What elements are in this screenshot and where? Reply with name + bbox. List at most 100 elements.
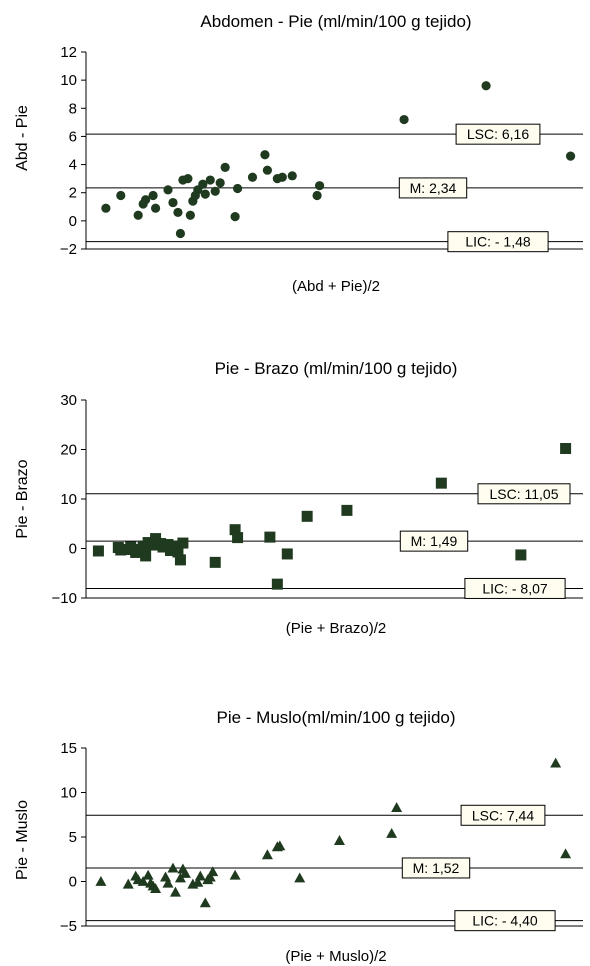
data-point	[205, 175, 215, 185]
y-tick-label: 2	[69, 185, 77, 202]
data-point	[301, 510, 313, 522]
data-point	[167, 862, 179, 873]
data-point	[200, 189, 210, 199]
y-tick-label: 15	[60, 740, 77, 757]
data-point	[173, 207, 183, 218]
data-point	[122, 878, 134, 889]
data-point	[183, 174, 193, 184]
data-point	[185, 210, 195, 220]
y-tick-label: 0	[69, 874, 77, 891]
y-tick-label: 10	[60, 785, 77, 802]
data-point	[162, 539, 174, 551]
data-point	[150, 883, 162, 894]
data-point	[312, 190, 322, 201]
reference-label-box	[464, 577, 566, 599]
data-point	[230, 212, 240, 222]
y-tick-label: −5	[60, 918, 77, 935]
data-point	[169, 540, 181, 552]
data-point	[192, 876, 204, 887]
data-point	[560, 443, 572, 455]
reference-label: LIC: - 1,48	[465, 234, 531, 250]
data-point	[277, 172, 287, 182]
data-point	[199, 897, 211, 908]
chart-title: Pie - Brazo (ml/min/100 g tejido)	[215, 359, 458, 378]
reference-label-box	[398, 177, 468, 199]
reference-label-box	[477, 483, 571, 505]
data-point	[271, 578, 283, 590]
data-point	[198, 179, 208, 189]
data-point	[204, 871, 216, 882]
reference-label: LSC: 6,16	[467, 126, 529, 142]
data-point	[175, 228, 186, 239]
data-point	[260, 150, 270, 160]
data-point	[399, 114, 409, 125]
y-tick-label: 10	[60, 491, 77, 508]
y-axis-label: Pie - Brazo	[14, 459, 31, 538]
data-point	[141, 195, 151, 205]
data-point	[116, 190, 126, 201]
reference-label: LIC: - 4,40	[472, 913, 538, 929]
data-point	[314, 181, 325, 191]
data-point	[262, 165, 273, 175]
y-axis-label: Abd - Pie	[14, 105, 31, 171]
y-tick-label: −10	[52, 590, 77, 607]
reference-label-box	[454, 910, 556, 932]
y-tick-label: 20	[60, 442, 77, 459]
y-axis-label: Pie - Muslo	[14, 800, 31, 880]
plot-area: 15 10 5 0 −5 LSC: 7,44 M: 1,52 LIC: - 4,40	[60, 740, 583, 935]
data-point	[287, 171, 297, 181]
data-point	[215, 178, 225, 188]
data-point	[481, 81, 491, 91]
y-tick-label: −2	[60, 241, 77, 258]
x-axis-label: (Pie + Muslo)/2	[285, 948, 386, 965]
chart-panel-pie-brazo: Pie - Brazo (ml/min/100 g tejido) Pie - …	[14, 359, 583, 637]
reference-label: M: 1,52	[413, 860, 460, 876]
data-point	[229, 524, 241, 536]
data-point	[140, 550, 152, 562]
y-tick-label: 6	[69, 128, 77, 145]
data-point	[101, 203, 111, 213]
data-point	[137, 876, 149, 886]
data-point	[435, 477, 447, 489]
reference-label-box	[460, 804, 546, 826]
data-point	[220, 162, 230, 172]
data-point	[294, 872, 306, 883]
data-point	[515, 549, 527, 561]
data-point	[179, 867, 191, 878]
y-tick-label: 0	[69, 541, 77, 558]
reference-label-box	[455, 123, 541, 145]
data-point	[261, 849, 273, 860]
y-tick-label: 0	[69, 213, 77, 230]
reference-label: M: 1,49	[411, 533, 458, 549]
data-point	[264, 531, 276, 543]
data-point	[142, 869, 154, 880]
reference-label-box	[401, 857, 471, 879]
x-axis-label: (Pie + Brazo)/2	[286, 620, 386, 637]
plot-area: 30 20 10 0 −10 LSC: 11,05 M: 1,49 LIC: - 8,07	[52, 392, 583, 607]
y-tick-label: 10	[60, 72, 77, 89]
chart-title: Abdomen - Pie (ml/min/100 g tejido)	[200, 12, 471, 31]
data-point	[160, 871, 172, 882]
data-point	[210, 186, 220, 196]
data-point	[247, 172, 258, 182]
y-tick-label: 4	[69, 157, 77, 174]
data-point	[281, 548, 293, 560]
reference-label: M: 2,34	[410, 180, 457, 196]
data-point	[148, 190, 158, 201]
data-point	[150, 203, 161, 213]
reference-label: LIC: - 8,07	[482, 580, 548, 596]
y-tick-label: 8	[69, 100, 77, 117]
data-point	[194, 870, 206, 881]
data-point	[133, 210, 143, 220]
data-point	[174, 554, 186, 566]
y-tick-label: 30	[60, 392, 77, 409]
data-point	[333, 835, 345, 845]
data-point	[209, 556, 221, 568]
data-point	[274, 840, 286, 851]
chart-panel-abdomen-pie: Abdomen - Pie (ml/min/100 g tejido) Abd …	[14, 12, 583, 295]
data-point	[92, 545, 104, 557]
data-point	[341, 504, 353, 516]
reference-label-box	[447, 231, 549, 253]
data-point	[169, 886, 181, 897]
